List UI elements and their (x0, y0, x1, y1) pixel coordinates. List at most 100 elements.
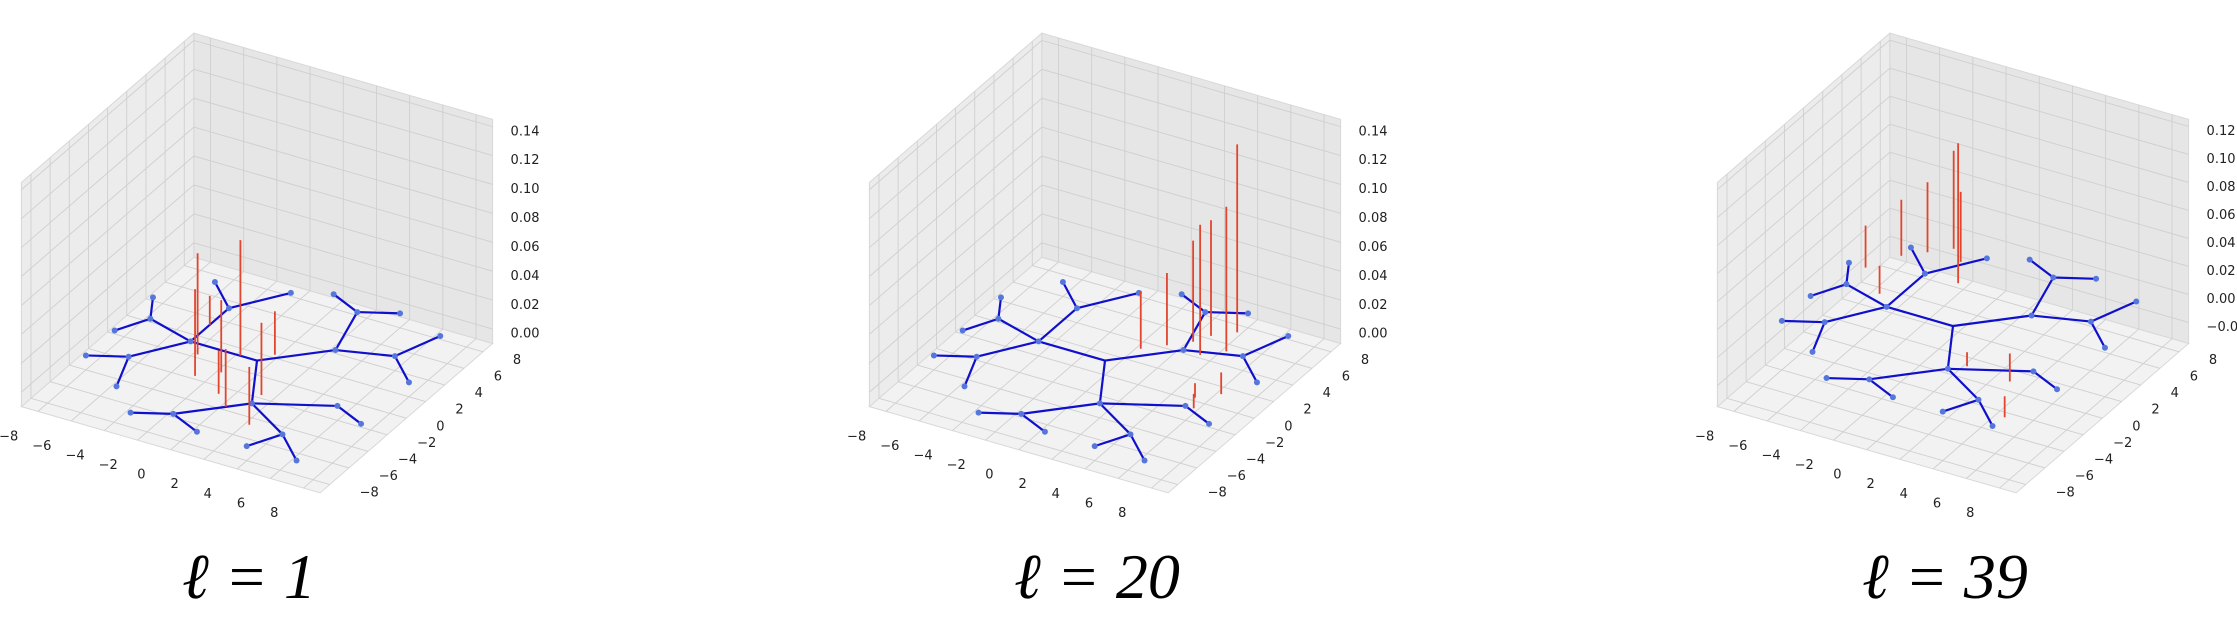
tree-node (397, 310, 404, 317)
y-tick-label: 2 (455, 403, 463, 418)
tree-node (193, 428, 200, 435)
grid-line (869, 184, 1043, 335)
tree-edge (1810, 283, 1847, 298)
tree-edge (213, 281, 230, 309)
tree-node (1975, 396, 1982, 403)
grid-line (193, 39, 493, 128)
tree-edge (2090, 300, 2137, 323)
tree-node (391, 353, 398, 360)
grid-line (869, 97, 1043, 248)
grid-line (1041, 184, 1341, 272)
grid-line (1765, 364, 2065, 452)
x-tick-label: 2 (1866, 477, 1874, 492)
tree-edge (357, 310, 401, 315)
y-tick-label: −6 (1227, 469, 1246, 484)
tree-node (2054, 386, 2061, 393)
z-tick-label: 0.12 (1359, 153, 1388, 168)
tree-node (334, 402, 341, 409)
z-tick-label: 0.04 (511, 269, 540, 284)
grid-line (30, 397, 330, 485)
tree-node (2050, 274, 2057, 281)
tree-edge (1869, 367, 1949, 381)
y-tick-label: 2 (2151, 403, 2159, 418)
y-tick-label: 6 (1342, 369, 1350, 384)
grid-line (1041, 126, 1341, 214)
tree-node (2093, 275, 2100, 282)
tree-node (1845, 259, 1852, 266)
panel-title: ℓ = 1 (182, 541, 316, 612)
tree-node (279, 431, 286, 438)
grid-line (107, 331, 407, 419)
grid-line (1889, 151, 2189, 239)
tree-edge (1038, 340, 1106, 362)
tree-edge (1845, 283, 1888, 308)
tree-node (1202, 309, 1209, 316)
x-tick-label: −4 (913, 448, 932, 463)
tree-node (2026, 256, 2033, 263)
panel-title: ℓ = 39 (1862, 541, 2028, 612)
tree-node (1206, 420, 1213, 427)
grid-line (1889, 123, 2189, 211)
tree-edge (1909, 246, 1926, 275)
x-tick-label: 6 (1933, 496, 1941, 511)
x-tick-label: −4 (65, 448, 84, 463)
tree-edge (1184, 405, 1210, 425)
y-tick-label: 8 (513, 353, 521, 368)
x-tick-label: 8 (270, 506, 278, 521)
tree-node (2087, 318, 2094, 325)
tree-edge (1977, 399, 1994, 427)
tree-node (973, 353, 980, 360)
z-tick-label: 0.06 (511, 240, 540, 255)
tree-edge (1037, 307, 1078, 343)
tree-edge (1076, 291, 1140, 310)
grid-line (21, 242, 195, 393)
grid-line (869, 155, 1043, 306)
y-tick-label: −2 (417, 436, 436, 451)
tree-node (1180, 347, 1187, 354)
x-tick-label: 6 (1085, 496, 1093, 511)
grid-line (1041, 242, 1341, 330)
tree-node (975, 409, 982, 416)
x-tick-label: −2 (947, 458, 966, 473)
tree-edge (1824, 305, 1887, 324)
tree-node (1778, 317, 1785, 324)
y-tick-label: −6 (379, 469, 398, 484)
tree-node (1921, 270, 1928, 277)
tree-edge (394, 335, 441, 358)
x-tick-label: −4 (1761, 448, 1780, 463)
tree-edge (333, 293, 358, 313)
y-tick-label: 0 (436, 419, 444, 434)
tree-node (405, 379, 412, 386)
grid-line (1717, 39, 1891, 190)
grid-line (1717, 67, 1891, 218)
grid-line (164, 281, 465, 369)
grid-line (1041, 213, 1341, 301)
panel: −8−6−4−202468−8−6−4−202468−0.020.000.020… (1695, 32, 2237, 612)
z-tick-label: 0.04 (1359, 269, 1388, 284)
grid-line (1717, 235, 1891, 386)
grid-line (193, 184, 493, 272)
tree-edge (1946, 325, 1955, 369)
tree-edge (149, 317, 192, 343)
grid-line (1041, 68, 1341, 156)
tree-node (930, 352, 937, 359)
tree-node (332, 347, 339, 354)
grid-line (184, 265, 484, 353)
panel: −8−6−4−202468−8−6−4−2024680.000.020.040.… (847, 32, 1388, 612)
tree-node (1883, 303, 1890, 310)
grid-line (869, 213, 1043, 364)
grid-line (869, 68, 1043, 220)
x-tick-label: −6 (880, 439, 899, 454)
tree-edge (2031, 314, 2092, 323)
y-tick-label: 6 (494, 369, 502, 384)
tree-edge (251, 402, 284, 436)
tree-node (1127, 431, 1134, 438)
y-tick-label: 0 (2132, 419, 2140, 434)
tree-edge (978, 411, 1022, 415)
tree-edge (115, 356, 130, 387)
tree-node (1983, 255, 1990, 262)
tree-node (1907, 244, 1914, 251)
z-tick-label: 0.06 (2207, 208, 2236, 223)
